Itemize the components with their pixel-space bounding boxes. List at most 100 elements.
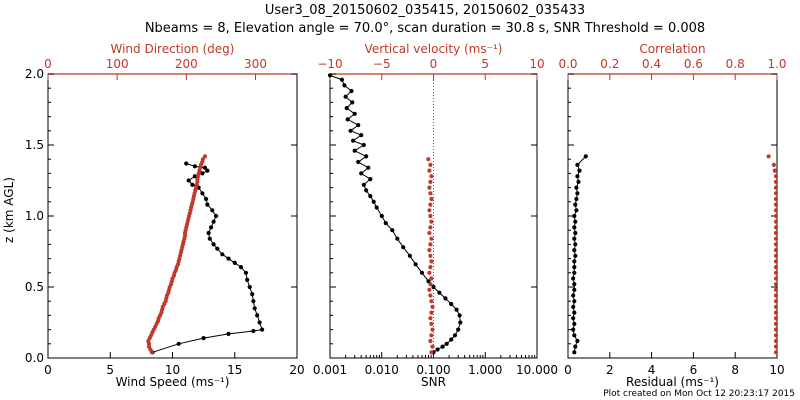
data-point-middle-1 <box>427 230 432 236</box>
data-point-right-1 <box>773 213 779 219</box>
data-point-left-0 <box>186 178 191 183</box>
data-point-right-0 <box>572 299 577 304</box>
data-point-left-0 <box>252 306 257 311</box>
data-point-middle-0 <box>344 106 349 111</box>
data-point-middle-1 <box>427 208 432 213</box>
y-tick-label: 1.5 <box>25 138 44 152</box>
data-point-right-0 <box>572 270 577 275</box>
data-point-middle-1 <box>430 344 435 349</box>
data-point-middle-0 <box>431 284 436 290</box>
data-point-right-0 <box>572 265 577 270</box>
data-point-right-0 <box>571 293 576 298</box>
data-point-left-0 <box>211 219 216 224</box>
x-tick-label-top-middle: 10 <box>529 57 544 71</box>
data-point-left-0 <box>257 320 262 325</box>
x-tick-label-top-middle: 0 <box>430 57 438 71</box>
data-point-right-1 <box>773 259 779 264</box>
data-point-left-0 <box>260 327 265 332</box>
data-point-middle-1 <box>427 270 432 275</box>
data-point-right-1 <box>766 154 771 159</box>
data-point-right-0 <box>572 259 577 264</box>
data-point-middle-0 <box>374 205 379 210</box>
data-point-right-1 <box>771 162 777 167</box>
data-point-right-1 <box>773 321 779 326</box>
x-tick-label-bottom-right: 2 <box>606 363 614 377</box>
data-point-left-1 <box>182 233 188 238</box>
data-point-right-1 <box>773 333 779 338</box>
data-point-middle-1 <box>428 253 433 258</box>
data-point-left-0 <box>201 336 206 341</box>
data-point-right-0 <box>576 179 581 184</box>
data-point-middle-0 <box>359 171 364 176</box>
x-tick-label-bottom-middle: 0.100 <box>416 363 450 377</box>
data-point-middle-0 <box>452 333 458 338</box>
y-axis-label: z (km AGL) <box>2 177 16 243</box>
y-tick-label: 0.5 <box>25 280 44 294</box>
x-tick-label-bottom-middle: 10.000 <box>516 363 558 377</box>
x-tick-label-bottom-left: 15 <box>227 363 242 377</box>
data-point-middle-1 <box>429 219 434 224</box>
data-point-right-1 <box>773 310 779 315</box>
data-point-middle-1 <box>429 259 434 264</box>
data-point-middle-1 <box>428 265 433 270</box>
data-point-middle-0 <box>458 320 463 325</box>
x-tick-label-top-right: 0.2 <box>600 57 619 71</box>
data-point-left-0 <box>238 265 244 270</box>
data-point-right-1 <box>773 219 779 224</box>
data-point-left-0 <box>232 260 237 265</box>
data-point-left-0 <box>200 191 205 196</box>
data-point-right-1 <box>773 344 779 349</box>
data-point-middle-1 <box>430 304 435 309</box>
data-point-left-0 <box>184 161 189 166</box>
chart-subtitle: Nbeams = 8, Elevation angle = 70.0°, sca… <box>145 21 705 36</box>
data-point-left-0 <box>220 252 225 257</box>
data-point-middle-1 <box>429 333 434 338</box>
data-point-right-0 <box>572 310 577 315</box>
data-point-middle-0 <box>350 100 355 105</box>
data-point-left-1 <box>202 154 208 159</box>
x-tick-label-bottom-middle: 1.000 <box>468 363 502 377</box>
data-point-right-0 <box>571 327 576 332</box>
data-point-right-1 <box>773 236 779 241</box>
data-point-middle-1 <box>427 248 432 253</box>
data-point-right-0 <box>572 236 577 241</box>
x-tick-label-bottom-right: 8 <box>731 363 739 377</box>
data-point-left-0 <box>209 225 214 230</box>
x-axis-label-top-middle: Vertical velocity (ms⁻¹) <box>365 42 503 56</box>
data-point-right-1 <box>773 265 779 270</box>
data-point-middle-1 <box>428 191 433 196</box>
data-point-middle-1 <box>428 293 433 298</box>
data-point-left-0 <box>210 208 215 213</box>
data-point-right-1 <box>773 287 779 292</box>
x-axis-label-top-left: Wind Direction (deg) <box>111 42 235 56</box>
x-tick-label-top-middle: 5 <box>481 57 489 71</box>
data-point-middle-1 <box>429 196 434 202</box>
data-point-right-0 <box>573 344 578 349</box>
x-tick-label-top-right: 1.0 <box>767 57 786 71</box>
data-point-left-0 <box>214 213 219 219</box>
series-line-middle-0 <box>329 74 461 353</box>
data-point-right-0 <box>571 316 576 321</box>
data-point-right-0 <box>577 168 582 173</box>
data-point-left-0 <box>192 174 197 179</box>
data-point-middle-0 <box>356 123 361 128</box>
data-point-middle-0 <box>364 188 369 193</box>
plot-frame-right <box>567 73 778 359</box>
data-point-right-0 <box>572 213 577 219</box>
data-point-middle-0 <box>368 194 373 199</box>
data-point-right-0 <box>575 174 580 179</box>
data-point-middle-0 <box>361 142 366 148</box>
series-line-left-0 <box>152 163 263 353</box>
data-point-middle-0 <box>407 253 412 258</box>
x-tick-label-bottom-right: 6 <box>690 363 698 377</box>
data-point-left-0 <box>255 313 260 318</box>
x-tick-label-top-left: 200 <box>175 57 198 71</box>
data-point-left-0 <box>250 292 255 297</box>
data-point-middle-0 <box>449 337 454 342</box>
y-tick-label: 2.0 <box>25 67 44 81</box>
data-point-middle-0 <box>345 117 350 122</box>
data-point-middle-0 <box>348 128 353 133</box>
data-point-right-0 <box>572 287 577 292</box>
